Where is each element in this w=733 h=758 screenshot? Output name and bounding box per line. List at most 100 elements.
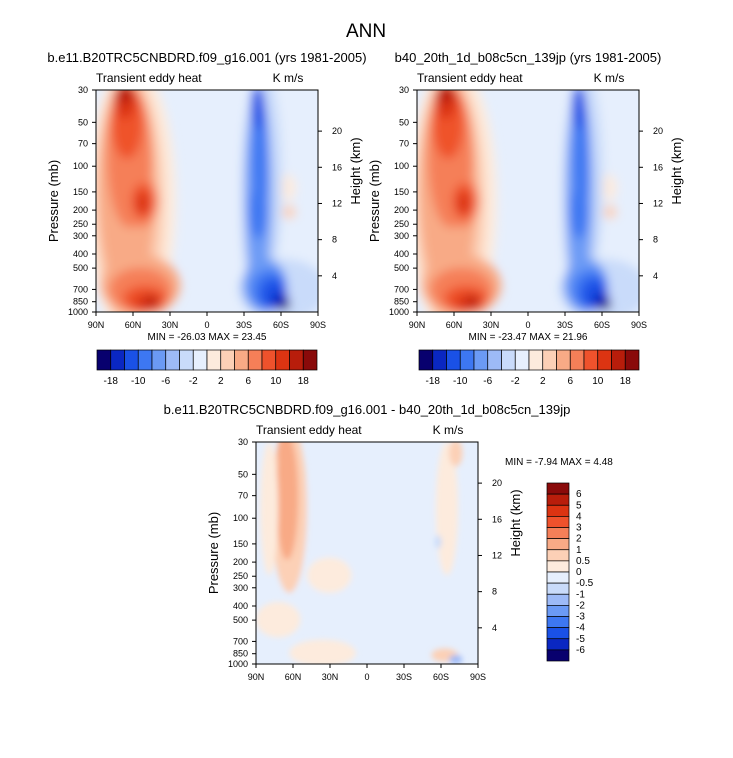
y-tick-label: 100 — [394, 161, 409, 171]
y-tick-label: 700 — [73, 284, 88, 294]
colorbar-label: -5 — [576, 634, 585, 645]
y2-tick-label: 12 — [492, 550, 502, 560]
y-axis-label: Pressure (mb) — [206, 512, 221, 594]
x-tick-label: 90N — [248, 672, 265, 682]
y2-tick-label: 20 — [492, 478, 502, 488]
colorbar-box — [124, 349, 139, 371]
colorbar-label: 6 — [245, 376, 251, 387]
colorbar-box — [546, 627, 570, 640]
colorbar-label: -18 — [426, 376, 441, 387]
panel-title: b40_20th_1d_b08c5cn_139jp (yrs 1981-2005… — [395, 50, 662, 65]
colorbar-box — [110, 349, 125, 371]
colorbar-box — [546, 516, 570, 528]
colorbar-box — [546, 538, 570, 551]
y-tick-label: 30 — [399, 85, 409, 95]
colorbar-box — [137, 349, 153, 371]
colorbar-label: -0.5 — [576, 578, 594, 589]
y2-tick-label: 16 — [332, 162, 342, 172]
colorbar-label: 18 — [298, 376, 310, 387]
colorbar-label: 2 — [218, 376, 224, 387]
colorbar-box — [546, 504, 570, 517]
x-tick-label: 30N — [483, 320, 500, 330]
colorbar-label: -3 — [576, 612, 585, 623]
y-tick-label: 300 — [394, 231, 409, 241]
colorbar-box — [514, 349, 530, 371]
colorbar-box — [597, 349, 612, 371]
x-tick-label: 60N — [446, 320, 463, 330]
x-tick-label: 30S — [236, 320, 252, 330]
colorbar-label: -10 — [131, 376, 146, 387]
y-axis-label: Pressure (mb) — [46, 160, 61, 242]
y2-tick-label: 4 — [492, 623, 497, 633]
colorbar-box — [528, 349, 544, 371]
y-tick-label: 250 — [394, 219, 409, 229]
colorbar-box — [546, 549, 570, 562]
y-tick-label: 400 — [233, 601, 248, 611]
colorbar-label: 3 — [576, 523, 582, 534]
colorbar-label: 2 — [576, 534, 582, 545]
y-tick-label: 300 — [233, 583, 248, 593]
y-tick-label: 150 — [394, 187, 409, 197]
y-tick-label: 250 — [73, 219, 88, 229]
panel-subtitle: Transient eddy heat — [256, 423, 362, 437]
colorbar-label: 4 — [576, 511, 582, 522]
x-tick-label: 30N — [322, 672, 339, 682]
contour-panel-2: b40_20th_1d_b08c5cn_139jp (yrs 1981-2005… — [367, 50, 684, 387]
colorbar-box — [501, 349, 516, 371]
colorbar-box — [418, 349, 434, 371]
panel-title: b.e11.B20TRC5CNBDRD.f09_g16.001 - b40_20… — [164, 402, 571, 417]
colorbar-box — [546, 560, 570, 573]
y2-tick-label: 12 — [653, 198, 663, 208]
x-tick-label: 90S — [310, 320, 326, 330]
stats-text: MIN = -7.94 MAX = 4.48 — [505, 457, 613, 468]
colorbar-box — [192, 349, 208, 371]
colorbar-box — [432, 349, 447, 371]
y-tick-label: 50 — [238, 469, 248, 479]
x-tick-label: 0 — [525, 320, 530, 330]
colorbar-box — [624, 349, 640, 371]
colorbar-label: -1 — [576, 589, 585, 600]
y-tick-label: 850 — [394, 297, 409, 307]
y-tick-label: 1000 — [68, 307, 88, 317]
colorbar: -18 -10 -6 -2 2 6 10 18 — [96, 349, 318, 387]
y2-tick-label: 20 — [653, 126, 663, 136]
x-tick-label: 60N — [285, 672, 302, 682]
stats-text: MIN = -26.03 MAX = 23.45 — [148, 332, 267, 343]
figure-title: ANN — [346, 21, 386, 42]
x-tick-label: 90N — [409, 320, 426, 330]
colorbar-label: 5 — [576, 500, 582, 511]
colorbar-box — [473, 349, 489, 371]
colorbar-box — [165, 349, 180, 371]
y-tick-label: 1000 — [228, 659, 248, 669]
colorbar-label: -2 — [511, 376, 520, 387]
y-tick-label: 700 — [233, 636, 248, 646]
panel-subtitle: Transient eddy heat — [96, 71, 202, 85]
colorbar-label: -6 — [483, 376, 492, 387]
colorbar-label: 10 — [592, 376, 604, 387]
colorbar-box — [459, 349, 475, 371]
colorbar-box — [611, 349, 626, 371]
colorbar-box — [206, 349, 222, 371]
panel-units: K m/s — [594, 71, 625, 85]
colorbar-box — [546, 571, 570, 584]
y2-axis-label: Height (km) — [669, 137, 684, 204]
colorbar-box — [179, 349, 194, 371]
colorbar-box — [220, 349, 235, 371]
colorbar-label: 18 — [620, 376, 632, 387]
x-tick-label: 30N — [162, 320, 179, 330]
contour-panel-3: b.e11.B20TRC5CNBDRD.f09_g16.001 - b40_20… — [164, 402, 614, 682]
y-tick-label: 1000 — [389, 307, 409, 317]
y-tick-label: 300 — [73, 231, 88, 241]
colorbar-label: 6 — [567, 376, 573, 387]
colorbar-label: 0.5 — [576, 556, 590, 567]
y2-tick-label: 4 — [653, 271, 658, 281]
colorbar-box — [546, 527, 570, 539]
y-tick-label: 250 — [233, 571, 248, 581]
y-tick-label: 70 — [78, 139, 88, 149]
colorbar-label: -6 — [576, 645, 585, 656]
y-tick-label: 30 — [78, 85, 88, 95]
stats-text: MIN = -23.47 MAX = 21.96 — [469, 332, 588, 343]
colorbar-box — [96, 349, 112, 371]
